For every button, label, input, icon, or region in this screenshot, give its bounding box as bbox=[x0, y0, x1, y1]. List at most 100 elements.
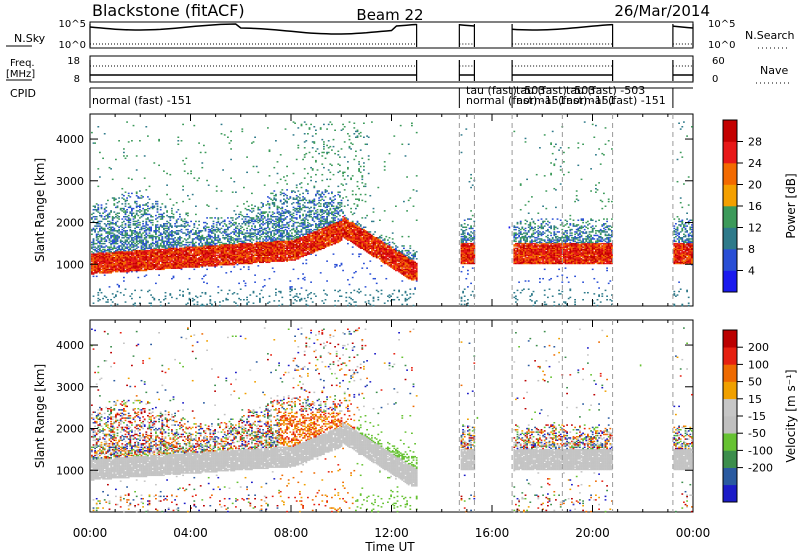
echo-cell bbox=[243, 266, 245, 268]
echo-cell bbox=[137, 260, 140, 262]
echo-cell bbox=[223, 134, 226, 136]
echo-cell bbox=[102, 253, 104, 255]
echo-cell bbox=[132, 218, 135, 220]
echo-cell bbox=[156, 265, 159, 267]
echo-cell bbox=[299, 234, 301, 237]
echo-cell bbox=[300, 199, 303, 202]
echo-cell bbox=[113, 227, 116, 230]
echo-cell bbox=[196, 232, 199, 234]
echo-cell bbox=[257, 233, 260, 236]
echo-cell bbox=[97, 206, 100, 209]
echo-cell bbox=[209, 302, 212, 304]
echo-cell bbox=[123, 253, 125, 255]
echo-cell bbox=[172, 248, 175, 251]
echo-cell bbox=[276, 208, 279, 211]
echo-cell bbox=[111, 240, 114, 243]
echo-cell bbox=[254, 261, 256, 264]
echo-cell bbox=[171, 260, 173, 262]
echo-cell bbox=[214, 251, 216, 253]
echo-cell bbox=[209, 259, 212, 261]
echo-cell bbox=[270, 216, 272, 218]
echo-cell bbox=[145, 230, 148, 232]
echo-cell bbox=[275, 242, 277, 245]
echo-cell bbox=[124, 288, 127, 290]
echo-cell bbox=[115, 265, 117, 267]
echo-cell bbox=[311, 135, 314, 137]
echo-cell bbox=[121, 251, 124, 253]
echo-cell bbox=[241, 253, 244, 255]
echo-cell bbox=[166, 223, 168, 225]
echo-cell bbox=[195, 220, 197, 223]
echo-cell bbox=[127, 266, 130, 268]
echo-cell bbox=[259, 225, 261, 227]
echo-cell bbox=[107, 268, 109, 271]
echo-cell bbox=[233, 256, 236, 259]
echo-cell bbox=[214, 230, 216, 232]
echo-cell bbox=[212, 248, 215, 251]
echo-cell bbox=[275, 249, 277, 252]
echo-cell bbox=[132, 253, 135, 255]
echo-cell bbox=[196, 247, 199, 250]
echo-cell bbox=[191, 300, 194, 302]
echo-cell bbox=[158, 226, 160, 228]
echo-cell bbox=[103, 238, 106, 240]
echo-cell bbox=[249, 244, 252, 246]
echo-cell bbox=[92, 246, 95, 248]
echo-cell bbox=[259, 300, 261, 302]
echo-cell bbox=[198, 247, 200, 250]
echo-cell bbox=[206, 259, 208, 261]
echo-cell bbox=[230, 239, 232, 241]
echo-cell bbox=[217, 230, 220, 232]
echo-cell bbox=[126, 265, 128, 267]
echo-cell bbox=[271, 199, 274, 202]
echo-cell bbox=[137, 268, 140, 271]
echo-cell bbox=[305, 249, 308, 252]
echo-cell bbox=[260, 289, 263, 292]
echo-cell bbox=[140, 241, 143, 244]
echo-cell bbox=[201, 259, 204, 261]
echo-cell bbox=[259, 230, 261, 232]
echo-cell bbox=[311, 237, 314, 239]
echo-cell bbox=[310, 251, 312, 253]
echo-cell bbox=[311, 232, 314, 234]
echo-cell bbox=[150, 262, 152, 265]
echo-cell bbox=[139, 265, 141, 267]
echo-cell bbox=[276, 172, 279, 175]
echo-cell bbox=[143, 262, 146, 265]
echo-cell bbox=[103, 260, 106, 262]
echo-cell bbox=[135, 200, 138, 203]
echo-cell bbox=[303, 245, 306, 247]
echo-cell bbox=[243, 242, 245, 245]
echo-cell bbox=[252, 244, 255, 246]
echo-cell bbox=[185, 246, 188, 248]
echo-cell bbox=[107, 269, 109, 272]
echo-cell bbox=[139, 269, 141, 272]
echo-cell bbox=[97, 253, 100, 255]
echo-cell bbox=[91, 270, 93, 273]
echo-cell bbox=[94, 258, 96, 260]
echo-cell bbox=[270, 198, 272, 200]
echo-cell bbox=[214, 234, 216, 237]
freq-tick-low: 8 bbox=[74, 74, 80, 85]
echo-cell bbox=[260, 259, 263, 261]
echo-cell bbox=[235, 227, 237, 230]
echo-cell bbox=[212, 263, 215, 266]
echo-cell bbox=[257, 259, 260, 261]
echo-cell bbox=[294, 210, 296, 212]
echo-cell bbox=[270, 246, 272, 248]
echo-cell bbox=[294, 234, 296, 237]
echo-cell bbox=[241, 255, 244, 258]
echo-cell bbox=[135, 263, 138, 266]
echo-cell bbox=[233, 221, 236, 224]
echo-cell bbox=[319, 228, 322, 231]
echo-cell bbox=[294, 191, 296, 193]
echo-cell bbox=[281, 233, 284, 236]
echo-cell bbox=[169, 253, 172, 255]
echo-cell bbox=[276, 240, 279, 243]
echo-cell bbox=[153, 259, 156, 261]
echo-cell bbox=[214, 253, 216, 255]
echo-cell bbox=[254, 232, 256, 234]
echo-cell bbox=[118, 248, 120, 251]
echo-cell bbox=[225, 244, 228, 246]
echo-cell bbox=[169, 267, 172, 269]
